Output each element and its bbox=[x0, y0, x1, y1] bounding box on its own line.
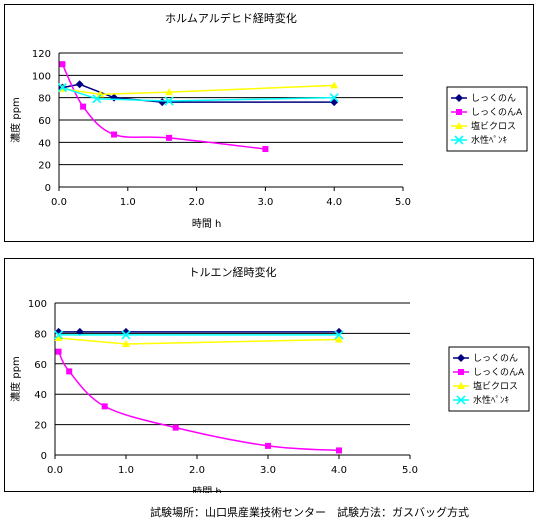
toluene-x-tick-label: 5.0 bbox=[402, 465, 418, 476]
toluene-legend-label-1: しっくのん bbox=[473, 353, 518, 364]
formaldehyde-series-line-2 bbox=[61, 63, 266, 150]
formaldehyde-legend-marker-4 bbox=[454, 135, 464, 145]
formaldehyde-x-axis-label: 時間 h bbox=[192, 218, 222, 230]
formaldehyde-series-2-point bbox=[80, 103, 87, 110]
formaldehyde-x-tick-label: 5.0 bbox=[395, 197, 411, 208]
formaldehyde-series-2-point bbox=[262, 146, 269, 153]
formaldehyde-legend-label-3: 塩ビクロス bbox=[471, 120, 516, 132]
formaldehyde-x-tick-label: 4.0 bbox=[326, 197, 342, 208]
toluene-x-axis-label: 時間 h bbox=[192, 486, 222, 493]
formaldehyde-x-tick-label: 0.0 bbox=[51, 197, 67, 208]
formaldehyde-y-tick-label: 20 bbox=[38, 161, 51, 172]
toluene-legend-marker-4 bbox=[456, 395, 466, 405]
formaldehyde-legend-marker-2 bbox=[456, 109, 462, 115]
toluene-legend-label-4: 水性ﾍﾟﾝｷ bbox=[473, 394, 510, 406]
toluene-y-tick-label: 80 bbox=[34, 329, 47, 340]
formaldehyde-series-4-point bbox=[57, 83, 68, 93]
toluene-legend-marker-3 bbox=[457, 382, 465, 389]
formaldehyde-series-1-point bbox=[330, 98, 339, 107]
toluene-y-tick-label: 40 bbox=[34, 390, 47, 401]
toluene-series-4-point bbox=[53, 330, 64, 340]
formaldehyde-series-2-point bbox=[111, 131, 118, 138]
toluene-series-2-point bbox=[265, 442, 271, 449]
formaldehyde-series-2-point bbox=[59, 61, 66, 68]
formaldehyde-series-line-4 bbox=[62, 86, 335, 102]
toluene-series-2-point bbox=[101, 403, 108, 410]
toluene-series-2-point bbox=[336, 447, 342, 454]
formaldehyde-y-tick-label: 60 bbox=[38, 116, 51, 127]
formaldehyde-chart-title: ホルムアルデヒド経時変化 bbox=[165, 11, 297, 25]
toluene-chart-svg: トルエン経時変化 0 20 40 60 80 100 0.0 1.0 2.0 3.0 4.0 5.0 時間… bbox=[9, 265, 530, 493]
toluene-y-tick-label: 20 bbox=[34, 421, 47, 432]
formaldehyde-y-tick-label: 40 bbox=[38, 138, 51, 149]
toluene-x-tick-label: 2.0 bbox=[189, 465, 205, 476]
toluene-series-2-point bbox=[55, 348, 62, 355]
toluene-series-1-point bbox=[75, 327, 84, 336]
formaldehyde-series-4-point bbox=[329, 93, 339, 103]
formaldehyde-series-4-point bbox=[164, 96, 174, 106]
formaldehyde-y-tick-label: 80 bbox=[38, 94, 51, 105]
formaldehyde-legend-marker-1 bbox=[455, 94, 463, 102]
toluene-x-tick-label: 1.0 bbox=[118, 465, 134, 476]
formaldehyde-x-tick-label: 1.0 bbox=[120, 197, 136, 208]
toluene-legend-label-2: しっくのんA bbox=[473, 367, 525, 378]
toluene-chart-title: トルエン経時変化 bbox=[189, 265, 277, 279]
formaldehyde-series-1-point bbox=[75, 80, 84, 89]
formaldehyde-series-3-point bbox=[96, 90, 105, 98]
toluene-series-3-point bbox=[335, 335, 343, 343]
formaldehyde-y-tick-label: 120 bbox=[32, 49, 51, 60]
formaldehyde-series-line-3 bbox=[62, 84, 335, 96]
formaldehyde-y-tick-label: 100 bbox=[32, 71, 51, 82]
formaldehyde-series-3-point bbox=[330, 81, 339, 89]
formaldehyde-series-3-point bbox=[165, 88, 174, 96]
toluene-x-tick-label: 3.0 bbox=[260, 465, 276, 476]
toluene-legend-marker-1 bbox=[457, 354, 465, 362]
toluene-series-2-point bbox=[66, 368, 73, 375]
toluene-series-1-point bbox=[122, 327, 130, 336]
toluene-series-4-point bbox=[334, 330, 344, 340]
formaldehyde-y-tick-label: 0 bbox=[45, 183, 51, 194]
formaldehyde-legend-label-4: 水性ﾍﾟﾝｷ bbox=[471, 134, 508, 146]
formaldehyde-series-4-point bbox=[92, 94, 102, 104]
formaldehyde-x-tick-label: 2.0 bbox=[189, 197, 205, 208]
toluene-series-line-2 bbox=[57, 351, 340, 452]
formaldehyde-legend-label-2: しっくのんA bbox=[471, 107, 523, 118]
toluene-x-tick-label: 0.0 bbox=[47, 465, 63, 476]
toluene-legend-marker-2 bbox=[458, 369, 464, 375]
toluene-x-tick-label: 4.0 bbox=[331, 465, 347, 476]
formaldehyde-x-tick-label: 3.0 bbox=[257, 197, 273, 208]
toluene-y-tick-label: 100 bbox=[28, 299, 47, 310]
formaldehyde-series-1-point bbox=[110, 93, 119, 102]
formaldehyde-y-axis-label: 濃度 ppm bbox=[9, 97, 22, 143]
toluene-series-3-point bbox=[54, 333, 63, 341]
toluene-series-3-point bbox=[122, 340, 130, 348]
toluene-y-tick-label: 0 bbox=[41, 451, 47, 462]
toluene-chart: トルエン経時変化 0 20 40 60 80 100 0.0 1.0 2.0 3.0 4.0 5.0 時間… bbox=[4, 258, 534, 493]
toluene-y-axis-label: 濃度 ppm bbox=[9, 356, 22, 402]
toluene-series-line-3 bbox=[58, 337, 340, 345]
formaldehyde-series-2-point bbox=[166, 134, 173, 141]
formaldehyde-legend-marker-3 bbox=[455, 122, 463, 129]
formaldehyde-chart: ホルムアルデヒド経時変化 0 20 40 60 80 100 120 0.0 1.0 2.0 3.0 4… bbox=[4, 4, 534, 242]
toluene-series-4-point bbox=[121, 330, 131, 340]
toluene-series-1-point bbox=[54, 327, 63, 336]
test-info-footer: 試験場所：山口県産業技術センター 試験方法：ガスバッグ方式 bbox=[150, 506, 469, 519]
toluene-series-2-point bbox=[172, 424, 179, 431]
toluene-series-1-point bbox=[335, 327, 343, 336]
formaldehyde-chart-svg: ホルムアルデヒド経時変化 0 20 40 60 80 100 120 0.0 1.0 2.0 3.0 4… bbox=[9, 11, 528, 230]
formaldehyde-legend-label-1: しっくのん bbox=[471, 93, 516, 104]
toluene-y-tick-label: 60 bbox=[34, 360, 47, 371]
toluene-legend-label-3: 塩ビクロス bbox=[473, 380, 518, 392]
